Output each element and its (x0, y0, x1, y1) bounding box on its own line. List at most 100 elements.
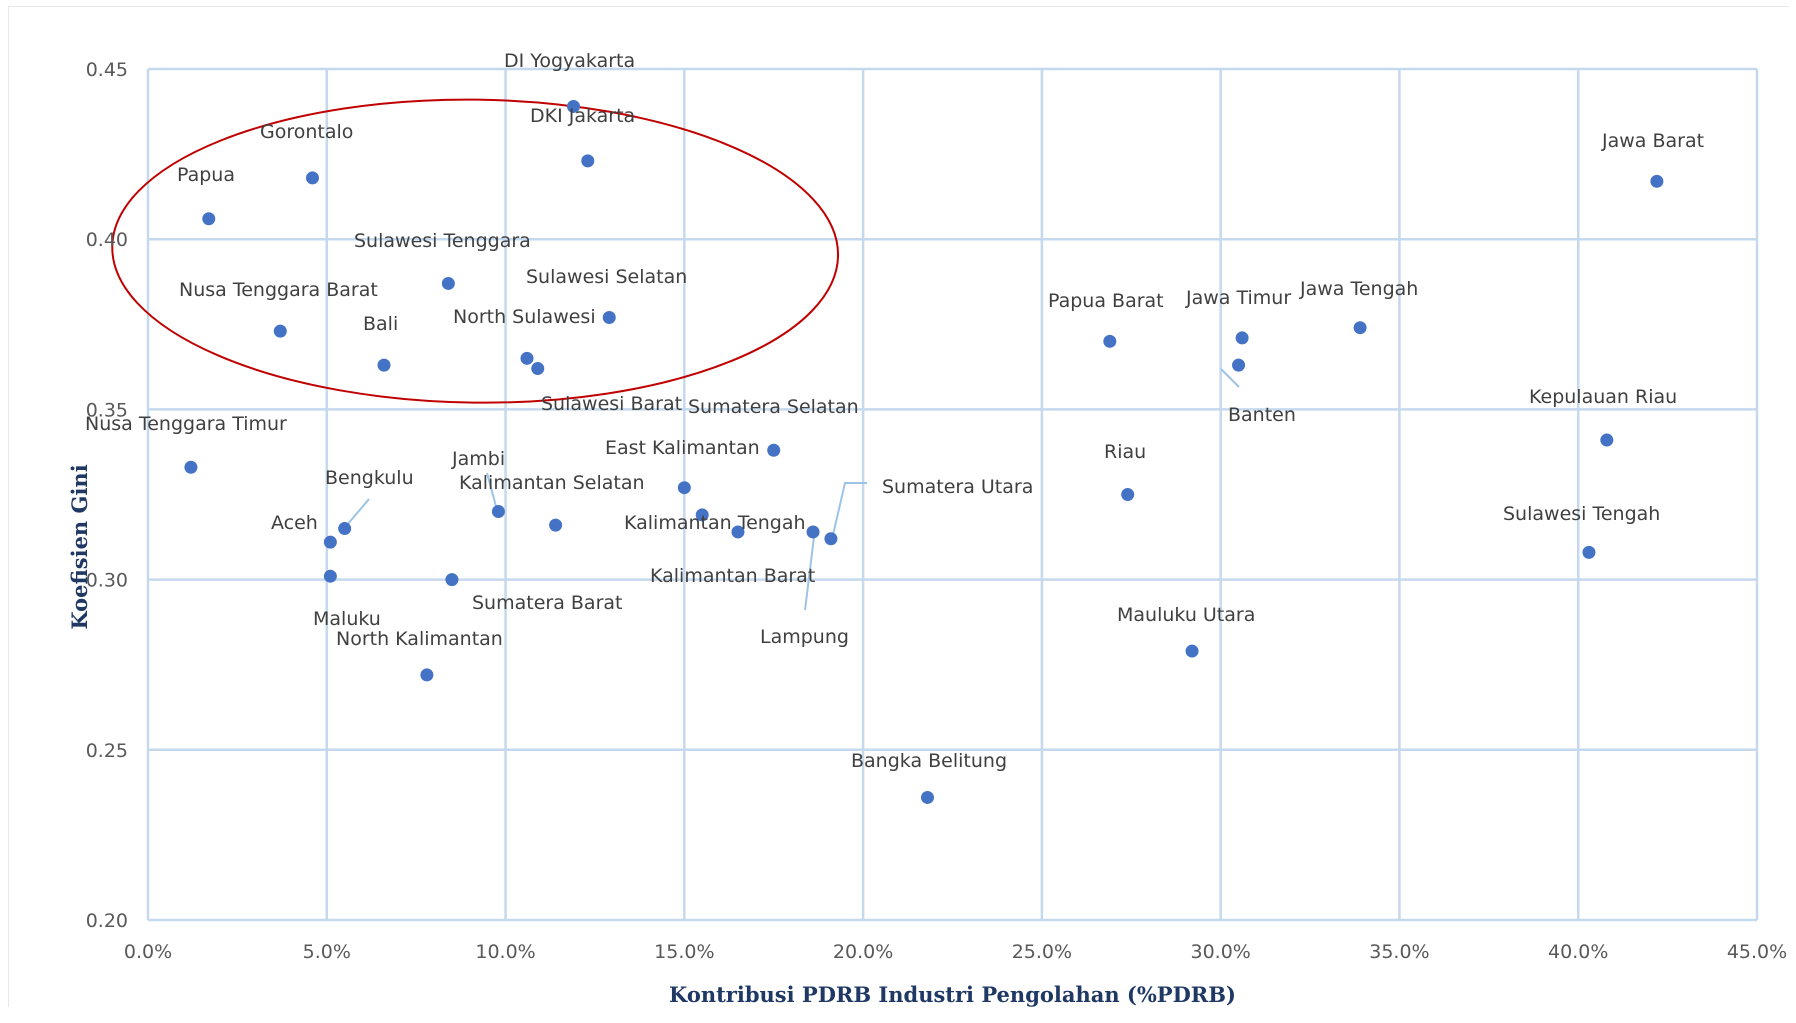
point-sumatera-utara (824, 532, 838, 546)
label-dki-jakarta: DKI Jakarta (530, 105, 635, 127)
point-jawa-timur (1235, 331, 1249, 345)
gridlines (146, 67, 1759, 922)
y-tick-label: 0.45 (86, 59, 128, 81)
point-kepulauan-riau (1600, 433, 1614, 447)
x-tick-label: 30.0% (1190, 941, 1250, 963)
label-bengkulu: Bengkulu (325, 467, 414, 489)
point-riau (1121, 488, 1135, 501)
x-tick-label: 15.0% (654, 941, 714, 963)
x-tick-label: 0.0% (124, 941, 172, 963)
point-maluku (323, 569, 337, 583)
point-papua (202, 212, 216, 226)
point-di-yogyakarta (566, 99, 580, 113)
x-axis-title: Kontribusi PDRB Industri Pengolahan (%PD… (669, 982, 1236, 1007)
leader-lines (346, 368, 1240, 611)
label-jawa-tengah: Jawa Tengah (1299, 278, 1418, 300)
label-kalimantan-tengah: Kalimantan Tengah (624, 512, 806, 534)
point-bali (377, 358, 391, 372)
label-riau: Riau (1104, 441, 1146, 463)
y-axis-title: Koefisien Gini (67, 464, 92, 629)
label-nusa-tenggara-timur: Nusa Tenggara Timur (85, 413, 287, 435)
scatter-chart: DI Yogyakarta DKI Jakarta Gorontalo Papua Su… (67, 50, 1787, 1007)
label-mauluku-utara: Mauluku Utara (1117, 604, 1255, 626)
label-gorontalo: Gorontalo (260, 121, 353, 143)
x-tick-label: 40.0% (1548, 941, 1608, 963)
highlight-ellipse (111, 98, 840, 404)
label-east-kalimantan: East Kalimantan (605, 437, 760, 459)
y-tick-label: 0.20 (86, 910, 128, 932)
label-sumatera-utara: Sumatera Utara (882, 476, 1033, 498)
label-nusa-tenggara-barat: Nusa Tenggara Barat (179, 279, 378, 301)
label-kepulauan-riau: Kepulauan Riau (1529, 386, 1677, 408)
x-tick-label: 25.0% (1012, 941, 1072, 963)
label-jambi: Jambi (451, 448, 505, 470)
point-nusa-tenggara-barat (273, 324, 287, 338)
point-labels: DI Yogyakarta DKI Jakarta Gorontalo Papua Su… (85, 50, 1704, 772)
label-di-yogyakarta: DI Yogyakarta (504, 50, 635, 72)
point-kalimantan-barat (695, 508, 709, 522)
leader-lampung (804, 528, 816, 611)
point-sulawesi-barat (531, 362, 545, 376)
point-papua-barat (1103, 334, 1117, 348)
label-papua: Papua (177, 164, 235, 186)
point-kalimantan-tengah (731, 525, 745, 539)
label-aceh: Aceh (271, 512, 318, 534)
label-sulawesi-tengah: Sulawesi Tengah (1503, 503, 1660, 525)
x-tick-label: 20.0% (833, 941, 893, 963)
point-jawa-tengah (1353, 321, 1367, 335)
label-lampung: Lampung (760, 626, 849, 648)
point-lampung (806, 525, 820, 539)
highlight-ellipse-group (111, 98, 840, 404)
x-tick-label: 45.0% (1727, 941, 1787, 963)
label-jawa-timur: Jawa Timur (1185, 287, 1291, 309)
point-bangka-belitung (920, 790, 934, 804)
label-sumatera-barat: Sumatera Barat (472, 592, 622, 614)
point-mauluku-utara (1185, 644, 1199, 658)
label-north-kalimantan: North Kalimantan (336, 628, 503, 650)
point-sulawesi-tenggara (441, 276, 455, 290)
point-north-sulawesi (520, 351, 534, 365)
label-sulawesi-tenggara: Sulawesi Tenggara (354, 230, 531, 252)
y-tick-label: 0.30 (86, 570, 128, 592)
point-sumatera-selatan (767, 443, 781, 457)
point-sulawesi-selatan (602, 310, 616, 324)
point-gorontalo (305, 171, 319, 185)
point-jawa-barat (1650, 174, 1664, 188)
leader-banten (1220, 368, 1240, 388)
point-jambi (491, 505, 505, 519)
y-tick-label: 0.35 (86, 399, 128, 421)
label-north-sulawesi: North Sulawesi (453, 306, 596, 328)
x-tick-label: 35.0% (1369, 941, 1429, 963)
y-tick-label: 0.40 (86, 229, 128, 251)
point-east-kalimantan (677, 481, 691, 495)
x-tick-label: 10.0% (475, 941, 535, 963)
label-banten: Banten (1228, 404, 1296, 426)
point-dki-jakarta (581, 154, 595, 168)
point-kalimantan-selatan (549, 518, 563, 532)
label-bangka-belitung: Bangka Belitung (851, 750, 1007, 772)
label-sumatera-selatan: Sumatera Selatan (688, 396, 859, 418)
point-banten (1232, 358, 1246, 372)
point-nusa-tenggara-timur (184, 460, 198, 474)
point-north-kalimantan (420, 668, 434, 682)
label-bali: Bali (363, 313, 398, 335)
label-sulawesi-barat: Sulawesi Barat (541, 393, 682, 415)
label-kalimantan-barat: Kalimantan Barat (650, 565, 815, 587)
leader-jambi (486, 472, 498, 511)
data-points (184, 99, 1664, 804)
y-tick-label: 0.25 (86, 740, 128, 762)
point-bengkulu (338, 522, 352, 536)
point-sulawesi-tengah (1582, 545, 1596, 559)
leader-bengkulu (346, 498, 370, 526)
chart-frame: DI Yogyakarta DKI Jakarta Gorontalo Papua Su… (8, 6, 1789, 1007)
x-tick-label: 5.0% (303, 941, 351, 963)
leader-sumatera-utara (832, 482, 867, 536)
label-jawa-barat: Jawa Barat (1601, 130, 1704, 152)
label-papua-barat: Papua Barat (1048, 290, 1164, 312)
label-maluku: Maluku (313, 608, 381, 630)
point-sumatera-barat (445, 573, 459, 587)
label-kalimantan-selatan: Kalimantan Selatan (459, 472, 645, 494)
label-sulawesi-selatan: Sulawesi Selatan (526, 266, 687, 288)
point-aceh (323, 535, 337, 549)
axis-ticks: 0.0% 5.0% 10.0% 15.0% 20.0% 25.0% 30.0% 35.0% 40… (86, 59, 1787, 963)
